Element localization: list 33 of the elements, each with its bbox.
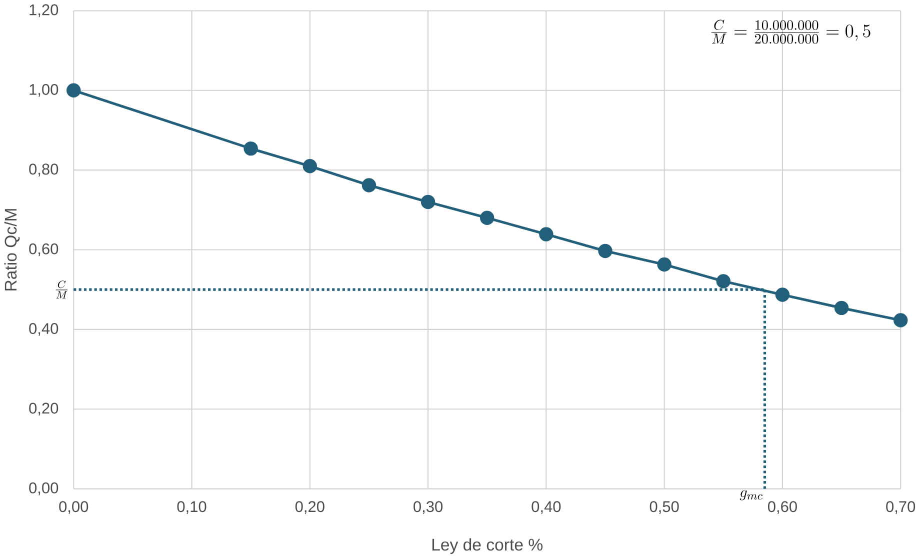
x-tick-label: 0,60 xyxy=(768,500,797,514)
point xyxy=(362,178,376,192)
y-tick-label: 1,00 xyxy=(30,84,58,97)
y-tick-label: 0,20 xyxy=(29,402,58,416)
point xyxy=(657,257,672,272)
y-tick-label: 0,00 xyxy=(29,482,58,496)
point xyxy=(302,158,318,174)
y-axis-title: Ratio Qc/M xyxy=(4,209,20,290)
point xyxy=(244,141,258,156)
annotation: $\frac{C}{M}=\frac{10.000.000}{20.000.000}=0,5$ xyxy=(711,20,870,44)
y-tick-label: 0,80 xyxy=(29,164,58,176)
x-tick-label: 0,00 xyxy=(59,500,88,514)
point xyxy=(893,313,908,328)
point xyxy=(480,210,494,225)
x-tick-label: 0,50 xyxy=(650,500,679,514)
ref-line-label: $\frac{C}{M}$ xyxy=(56,280,68,298)
ref-line-label: $g_{mc}$ xyxy=(740,490,763,500)
point xyxy=(598,244,612,258)
y-tick-label: 0,40 xyxy=(29,322,58,336)
y-tick-label: 0,60 xyxy=(29,243,58,256)
point xyxy=(834,300,849,315)
x-axis-title: Ley de corte % xyxy=(432,538,543,554)
point xyxy=(420,194,436,209)
x-tick-label: 0,40 xyxy=(532,500,561,514)
x-tick-label: 0,10 xyxy=(177,500,206,514)
x-tick-label: 0,20 xyxy=(295,500,324,514)
y-tick-label: 1,20 xyxy=(30,4,58,17)
point xyxy=(66,83,81,98)
point xyxy=(775,288,790,302)
point xyxy=(539,226,554,242)
point xyxy=(716,274,730,288)
x-tick-label: 0,30 xyxy=(414,500,443,514)
x-tick-label: 0,70 xyxy=(886,500,916,514)
